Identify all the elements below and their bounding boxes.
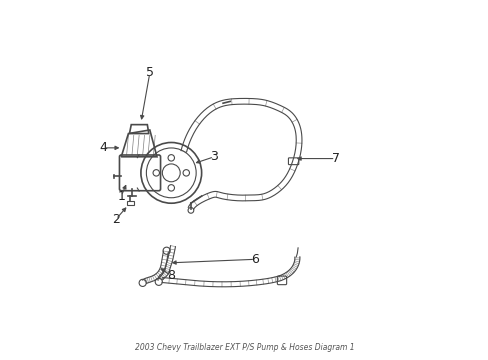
Text: 1: 1 bbox=[117, 190, 125, 203]
Text: 8: 8 bbox=[167, 269, 175, 282]
Text: 4: 4 bbox=[99, 141, 107, 154]
Text: 3: 3 bbox=[210, 150, 218, 163]
Text: 6: 6 bbox=[251, 253, 259, 266]
Text: 2: 2 bbox=[112, 213, 120, 226]
Text: 2003 Chevy Trailblazer EXT P/S Pump & Hoses Diagram 1: 2003 Chevy Trailblazer EXT P/S Pump & Ho… bbox=[134, 343, 354, 352]
Text: 7: 7 bbox=[331, 152, 339, 165]
Text: 5: 5 bbox=[145, 66, 154, 79]
